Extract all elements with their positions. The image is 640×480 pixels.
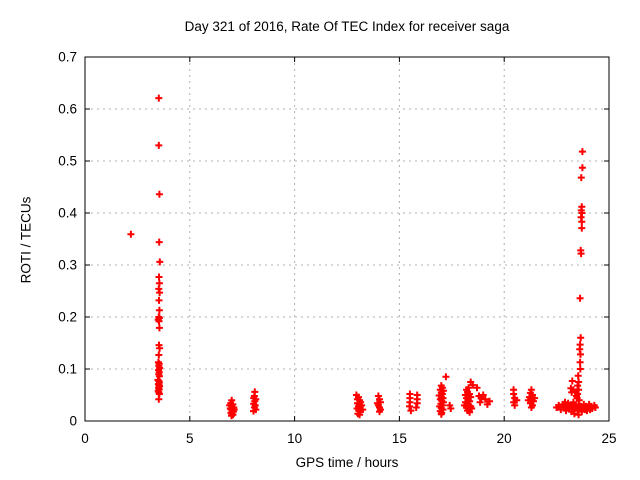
- data-point: [578, 224, 586, 232]
- x-tick-label: 20: [497, 431, 512, 446]
- data-point: [577, 250, 585, 258]
- data-point: [576, 365, 584, 373]
- data-point: [376, 408, 383, 416]
- data-point: [473, 384, 481, 392]
- data-point: [575, 396, 583, 404]
- data-point: [469, 381, 477, 389]
- data-point: [577, 174, 585, 182]
- data-point: [479, 391, 487, 399]
- x-tick-label: 0: [81, 431, 89, 446]
- y-tick-label: 0: [69, 414, 77, 429]
- data-point: [578, 164, 586, 172]
- data-point: [577, 350, 584, 358]
- x-tick-label: 15: [392, 431, 407, 446]
- data-point: [127, 230, 135, 238]
- data-point: [513, 396, 521, 404]
- data-point: [250, 407, 257, 415]
- data-point: [155, 273, 163, 281]
- chart-title: Day 321 of 2016, Rate Of TEC Index for r…: [184, 19, 510, 34]
- y-tick-label: 0.2: [58, 310, 77, 325]
- y-tick-label: 0.3: [58, 258, 77, 273]
- data-point: [468, 405, 476, 412]
- data-point: [481, 395, 489, 403]
- y-tick-label: 0.7: [58, 50, 77, 65]
- data-point: [578, 218, 586, 226]
- data-point: [447, 405, 455, 412]
- data-point: [570, 410, 578, 418]
- data-point: [156, 289, 164, 297]
- data-point: [460, 401, 468, 409]
- data-point: [155, 324, 163, 332]
- data-point: [442, 373, 450, 381]
- data-point: [228, 402, 236, 410]
- data-point: [591, 404, 599, 411]
- data-point: [524, 396, 532, 404]
- data-point: [486, 397, 493, 405]
- data-point: [510, 390, 518, 398]
- data-point: [412, 404, 420, 411]
- x-tick-label: 5: [186, 431, 194, 446]
- data-point: [155, 317, 163, 325]
- data-point: [155, 190, 163, 198]
- x-tick-label: 10: [287, 431, 302, 446]
- data-point: [155, 395, 163, 403]
- y-tick-label: 0.5: [58, 154, 77, 169]
- y-tick-label: 0.6: [58, 102, 77, 117]
- data-point: [155, 296, 163, 304]
- plot-border: [84, 56, 610, 422]
- data-point: [575, 411, 583, 419]
- data-point: [156, 344, 164, 352]
- data-point: [572, 388, 580, 396]
- x-axis-label: GPS time / hours: [295, 455, 399, 470]
- data-point: [531, 394, 539, 402]
- data-point: [228, 396, 236, 404]
- data-point: [568, 377, 576, 385]
- data-point: [155, 306, 163, 314]
- data-point: [155, 351, 163, 359]
- data-point: [407, 407, 415, 415]
- data-point: [578, 148, 586, 156]
- data-point: [576, 358, 584, 366]
- data-point: [466, 408, 474, 416]
- y-tick-label: 0.4: [58, 206, 77, 221]
- data-point: [476, 398, 484, 406]
- data-point: [437, 410, 445, 418]
- data-point: [155, 141, 163, 149]
- data-point: [577, 334, 585, 342]
- data-point: [576, 294, 584, 302]
- data-point: [155, 238, 163, 246]
- data-point: [228, 412, 235, 420]
- y-tick-label: 0.1: [58, 362, 77, 377]
- data-point: [527, 404, 535, 411]
- data-point: [156, 258, 164, 266]
- x-tick-label: 25: [601, 431, 616, 446]
- data-point: [356, 411, 364, 419]
- data-point: [574, 372, 582, 380]
- data-point: [511, 401, 519, 409]
- data-point: [155, 94, 163, 102]
- data-point: [406, 402, 413, 410]
